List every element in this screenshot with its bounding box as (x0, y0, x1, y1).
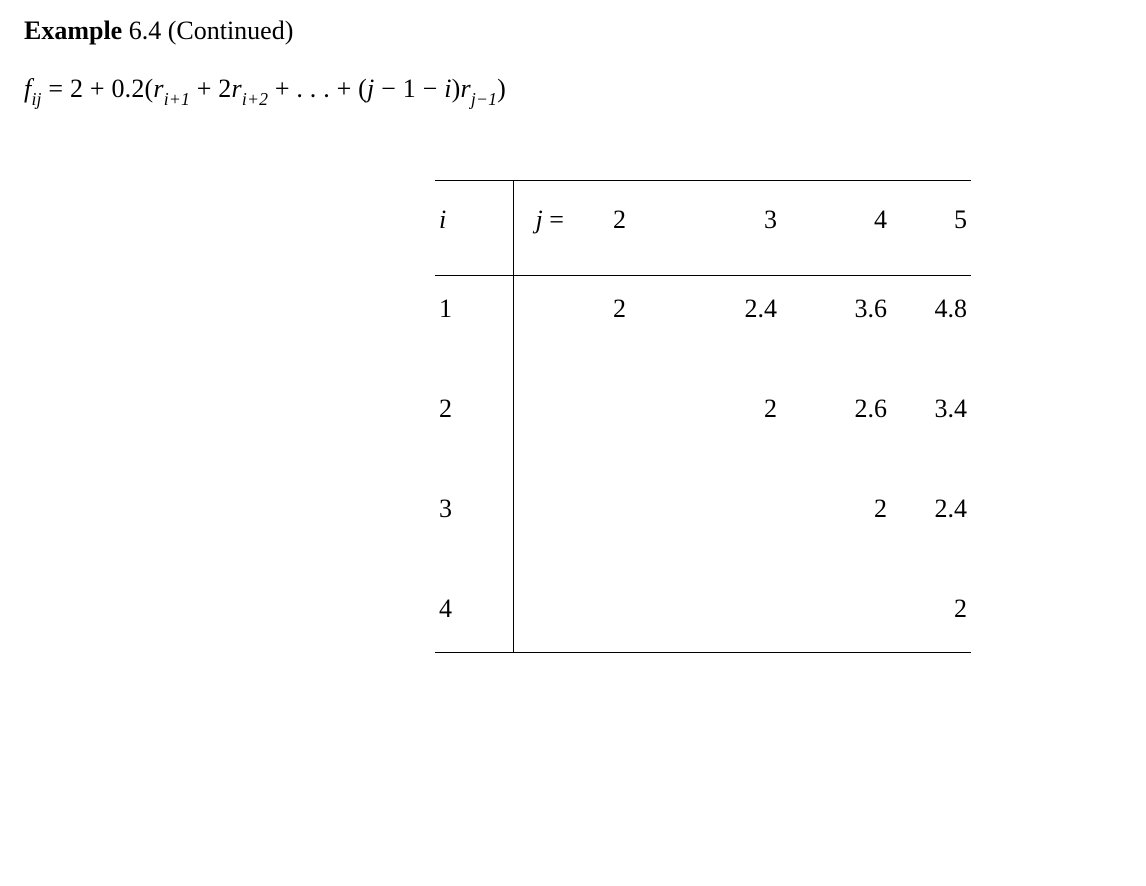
formula-minus2: − (423, 74, 438, 103)
col-header-label-j: j (536, 205, 543, 234)
table-row: 3 2 2.4 (435, 476, 971, 576)
cell: 2.4 (687, 276, 787, 377)
cell: 2 (613, 276, 687, 377)
example-suffix: (Continued) (168, 16, 294, 45)
formula-plus2: + (197, 74, 212, 103)
cell: 2 (897, 576, 971, 653)
cell: 2 (787, 476, 897, 576)
cell (687, 576, 787, 653)
formula-sub-jm1: j−1 (471, 89, 497, 109)
table-row: 2 2 2.6 3.4 (435, 376, 971, 476)
col-header-label-eq: = (549, 205, 564, 234)
cell (787, 576, 897, 653)
row-i: 2 (435, 376, 513, 476)
col-header-5: 5 (897, 181, 971, 276)
formula-r2: r (232, 74, 242, 103)
cell (687, 476, 787, 576)
col-header-2: 2 (613, 181, 687, 276)
formula-c0: 2 (70, 74, 83, 103)
formula-plus1: + (90, 74, 105, 103)
table-row: 4 2 (435, 576, 971, 653)
row-i: 1 (435, 276, 513, 377)
col-header-3: 3 (687, 181, 787, 276)
table-header-row: i j = 2 3 4 5 (435, 181, 971, 276)
example-heading: Example 6.4 (Continued) (24, 16, 1122, 46)
cell: 4.8 (897, 276, 971, 377)
cell (613, 576, 687, 653)
cell: 3.4 (897, 376, 971, 476)
cell (613, 476, 687, 576)
formula-r1: r (153, 74, 163, 103)
formula-dots: . . . (296, 74, 330, 103)
formula-c1: 0.2 (111, 74, 144, 103)
example-label: Example (24, 16, 122, 45)
formula: fij = 2 + 0.2(ri+1 + 2ri+2 + . . . + (j … (24, 74, 1122, 108)
formula-sub-ip2: i+2 (242, 89, 268, 109)
formula-lhs-sub: ij (31, 89, 41, 109)
cell: 2.4 (897, 476, 971, 576)
row-i: 4 (435, 576, 513, 653)
cell (613, 376, 687, 476)
formula-eq: = (48, 74, 63, 103)
formula-close: ) (497, 74, 506, 103)
formula-coef2: 2 (218, 74, 231, 103)
formula-one: 1 (403, 74, 416, 103)
cell: 2 (687, 376, 787, 476)
fij-table: i j = 2 3 4 5 1 2 2.4 3.6 4.8 2 2 2.6 3.… (435, 180, 971, 653)
formula-minus1: − (381, 74, 396, 103)
formula-sub-ip1: i+1 (164, 89, 190, 109)
cell: 3.6 (787, 276, 897, 377)
formula-plus4: + (337, 74, 352, 103)
formula-plus3: + (275, 74, 290, 103)
formula-r3: r (461, 74, 471, 103)
row-header-label: i (439, 205, 446, 234)
col-header-4: 4 (787, 181, 897, 276)
table-row: 1 2 2.4 3.6 4.8 (435, 276, 971, 377)
row-i: 3 (435, 476, 513, 576)
table-container: i j = 2 3 4 5 1 2 2.4 3.6 4.8 2 2 2.6 3.… (284, 180, 1122, 653)
formula-j: j (367, 74, 374, 103)
formula-term-open: ( (358, 74, 367, 103)
formula-i: i (444, 74, 451, 103)
cell: 2.6 (787, 376, 897, 476)
formula-term-close: ) (452, 74, 461, 103)
example-number: 6.4 (129, 16, 162, 45)
